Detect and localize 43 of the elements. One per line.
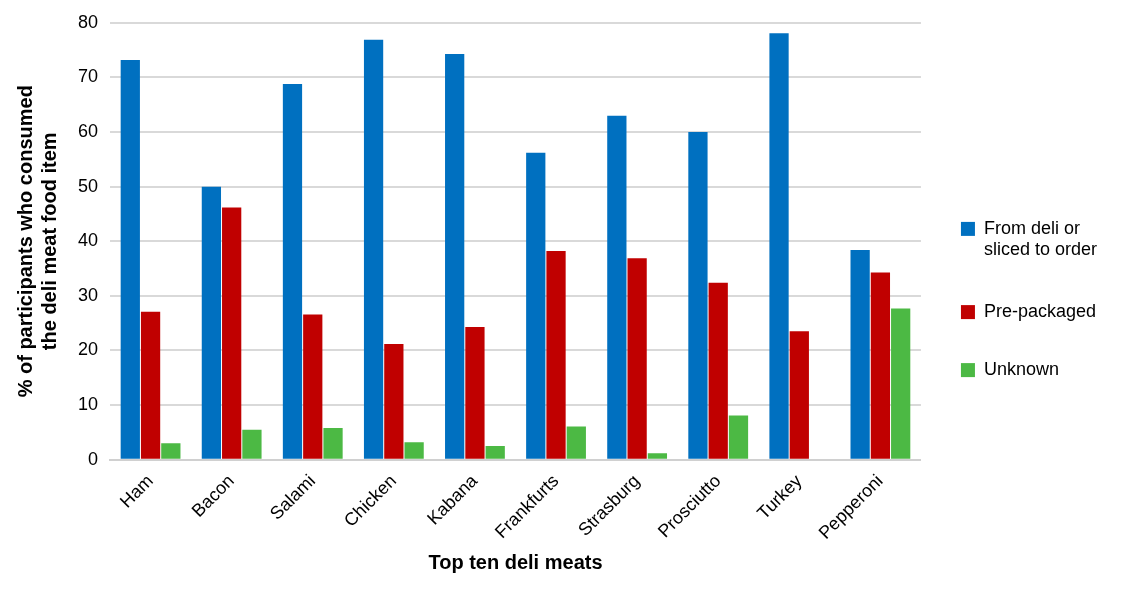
bar [891, 308, 911, 459]
bar [708, 282, 728, 459]
bar [363, 39, 384, 459]
bar [850, 249, 870, 459]
bar [688, 132, 708, 459]
y-tick-label: 20 [77, 339, 99, 360]
bar [303, 314, 323, 459]
bar [120, 59, 140, 459]
bar [526, 152, 546, 459]
bar [546, 251, 566, 459]
bar [323, 428, 343, 459]
bar [384, 343, 404, 459]
bar [566, 426, 586, 459]
bar [140, 311, 161, 459]
x-axis-title: Top ten deli meats [428, 550, 603, 573]
bar [485, 446, 505, 459]
bar [728, 415, 749, 459]
legend-label: Unknown [983, 359, 1059, 380]
y-axis-title: % of participants who consumed the deli meat food item [13, 85, 60, 398]
bar [242, 429, 262, 459]
y-tick-label: 50 [77, 175, 99, 196]
bar [870, 272, 891, 459]
bar [769, 33, 789, 459]
bar [607, 115, 627, 459]
bar [465, 326, 485, 459]
y-tick-label: 30 [77, 284, 99, 305]
bar [445, 53, 465, 459]
bar [647, 453, 668, 459]
legend-label: From deli or sliced to order [983, 217, 1098, 260]
bar [627, 258, 647, 459]
y-tick-label: 70 [77, 66, 99, 87]
bar [201, 186, 222, 459]
y-tick-label: 0 [88, 448, 99, 469]
y-tick-label: 40 [77, 230, 99, 251]
legend-label: Pre-packaged [983, 301, 1097, 322]
bar [222, 207, 242, 459]
bar [404, 442, 424, 459]
bar [789, 331, 809, 459]
y-tick-label: 10 [77, 394, 99, 415]
bar [161, 443, 181, 459]
y-tick-label: 80 [77, 11, 99, 32]
bar [282, 83, 303, 459]
y-tick-label: 60 [77, 120, 99, 141]
